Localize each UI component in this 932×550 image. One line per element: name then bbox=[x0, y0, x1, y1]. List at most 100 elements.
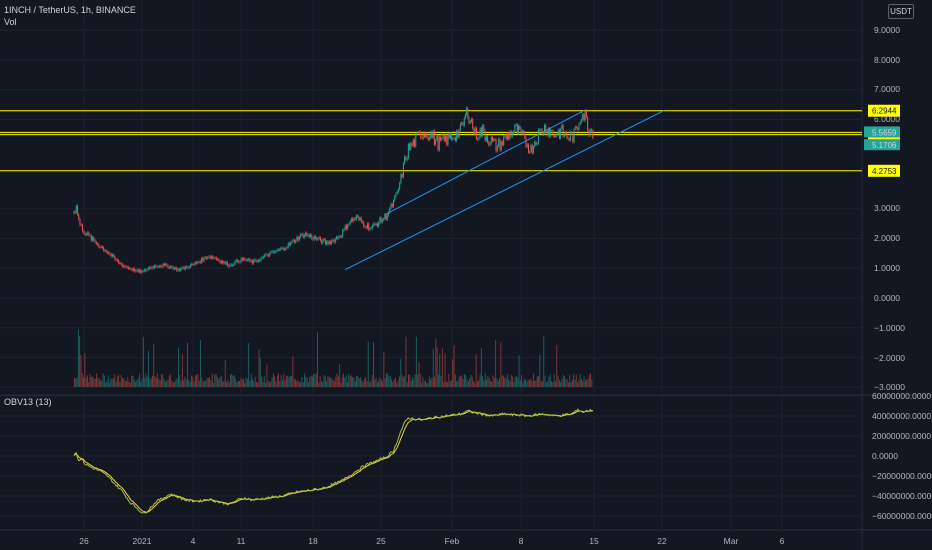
time-axis-tick-label: 22 bbox=[657, 536, 667, 546]
volume-bar bbox=[293, 378, 295, 387]
price-candle bbox=[457, 130, 459, 138]
volume-bar bbox=[213, 382, 214, 387]
volume-bar bbox=[248, 343, 250, 387]
price-candle bbox=[438, 136, 440, 151]
price-candle bbox=[217, 259, 219, 261]
price-candle bbox=[477, 138, 479, 140]
price-candle bbox=[391, 203, 393, 207]
price-candle bbox=[113, 254, 115, 257]
price-candle bbox=[158, 266, 160, 267]
trend-channel-lower-line[interactable] bbox=[344, 110, 665, 271]
price-candle bbox=[420, 131, 422, 138]
volume-bar bbox=[488, 377, 490, 387]
volume-bar bbox=[120, 374, 122, 387]
price-candle bbox=[401, 174, 403, 178]
price-candle bbox=[349, 221, 351, 225]
volume-bar bbox=[562, 374, 564, 387]
volume-bar bbox=[539, 354, 541, 387]
price-candle bbox=[248, 259, 250, 261]
price-candle bbox=[369, 228, 371, 230]
price-candle bbox=[396, 191, 398, 194]
volume-bars bbox=[74, 329, 593, 387]
volume-bar bbox=[395, 377, 396, 387]
price-candle bbox=[116, 260, 118, 261]
price-candle bbox=[526, 144, 528, 147]
price-candle bbox=[272, 251, 274, 253]
price-candle bbox=[282, 247, 284, 250]
volume-bar bbox=[337, 376, 339, 387]
price-candle bbox=[192, 264, 194, 266]
volume-bar bbox=[220, 375, 222, 387]
currency-badge[interactable]: USDT bbox=[888, 4, 914, 19]
volume-bar bbox=[132, 375, 134, 387]
price-candle bbox=[350, 218, 352, 222]
volume-bar bbox=[591, 379, 593, 387]
symbol-legend[interactable]: 1INCH / TetherUS, 1h, BINANCE bbox=[4, 5, 136, 15]
trend-channel-upper-line[interactable] bbox=[384, 110, 585, 216]
price-candle bbox=[400, 174, 402, 184]
volume-bar bbox=[397, 380, 399, 387]
price-candle bbox=[433, 130, 435, 145]
volume-bar bbox=[315, 373, 317, 387]
volume-bar bbox=[189, 381, 191, 387]
price-candle bbox=[359, 217, 361, 220]
price-candle bbox=[583, 114, 585, 121]
price-axis-tick-label: 1.0000 bbox=[874, 263, 900, 273]
price-candle bbox=[558, 129, 560, 139]
trend-channel[interactable] bbox=[344, 110, 665, 271]
volume-bar bbox=[107, 375, 109, 387]
price-candle bbox=[504, 135, 506, 137]
volume-bar bbox=[232, 375, 234, 387]
price-candle bbox=[307, 234, 309, 236]
volume-bar bbox=[137, 378, 139, 387]
price-candle bbox=[432, 130, 434, 138]
volume-bar bbox=[508, 379, 510, 387]
price-candle bbox=[534, 142, 536, 147]
volume-bar bbox=[458, 376, 460, 387]
price-candle bbox=[423, 132, 425, 137]
price-candle bbox=[540, 129, 542, 131]
price-candle bbox=[243, 258, 245, 260]
volume-bar bbox=[399, 376, 400, 387]
obv-axis[interactable]: 60000000.0000 40000000.0000 20000000.0000 0… bbox=[872, 391, 932, 521]
volume-bar bbox=[175, 379, 177, 387]
volume-bar bbox=[178, 347, 179, 387]
volume-bar bbox=[330, 378, 331, 387]
time-axis[interactable]: 26 2021 4 11 18 25 Feb 8 15 22 Mar 6 bbox=[79, 536, 784, 546]
volume-bar bbox=[470, 374, 472, 387]
volume-bar bbox=[571, 379, 573, 387]
price-axis-tick-label: −3.0000 bbox=[874, 382, 905, 392]
volume-bar bbox=[445, 381, 447, 387]
volume-bar bbox=[438, 374, 439, 387]
volume-bar bbox=[261, 376, 263, 387]
volume-bar bbox=[443, 382, 445, 387]
volume-bar bbox=[590, 373, 591, 387]
volume-legend[interactable]: Vol bbox=[4, 17, 17, 27]
price-candle bbox=[145, 269, 147, 271]
volume-bar bbox=[105, 382, 107, 387]
last-price-badge-bg bbox=[864, 126, 900, 138]
price-candle bbox=[318, 237, 320, 239]
volume-bar bbox=[430, 379, 432, 387]
volume-bar bbox=[532, 373, 534, 387]
volume-bar bbox=[527, 379, 529, 387]
volume-bar bbox=[565, 379, 567, 387]
price-candle bbox=[500, 141, 502, 151]
price-candle bbox=[100, 246, 102, 248]
price-candle bbox=[135, 270, 137, 272]
volume-bar bbox=[555, 381, 556, 387]
volume-bar bbox=[413, 379, 415, 387]
volume-bar bbox=[239, 380, 240, 387]
obv-legend[interactable]: OBV13 (13) bbox=[4, 397, 52, 407]
volume-bar bbox=[495, 340, 497, 387]
price-candle bbox=[274, 251, 276, 253]
volume-bar bbox=[538, 375, 539, 387]
volume-bar bbox=[171, 380, 173, 387]
volume-bar bbox=[197, 374, 199, 387]
price-candle bbox=[310, 234, 312, 237]
volume-bar bbox=[331, 377, 333, 387]
price-axis[interactable]: 9.0000 8.0000 7.0000 6.0000 3.0000 2.0000 1.00… bbox=[874, 25, 905, 392]
price-candle bbox=[181, 268, 183, 270]
volume-bar bbox=[80, 354, 82, 387]
